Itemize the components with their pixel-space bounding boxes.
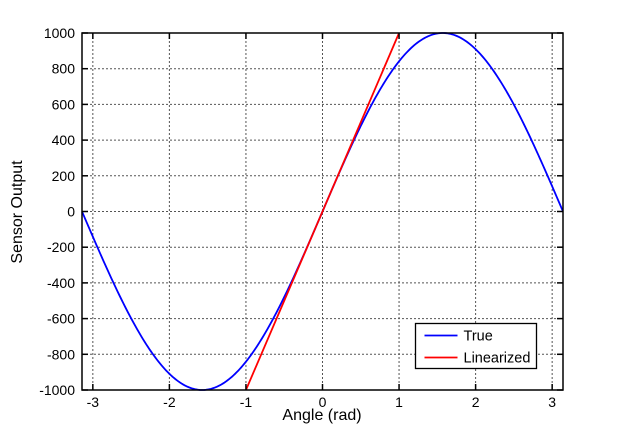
y-tick-label: 0 (67, 204, 75, 220)
x-tick-label: -1 (240, 394, 253, 410)
data-series (81, 32, 564, 391)
legend-label-linearized: Linearized (464, 351, 531, 367)
legend: True Linearized (414, 322, 538, 370)
x-tick-labels: -3 -2 -1 0 1 2 3 (87, 394, 557, 410)
legend-box (414, 322, 538, 370)
x-tick-label: 0 (319, 394, 327, 410)
y-tick-label: 800 (52, 61, 76, 77)
x-tick-label: 1 (395, 394, 403, 410)
series-linearized-line (245, 32, 400, 391)
y-tick-label: -600 (47, 311, 75, 327)
y-tick-label: 200 (52, 168, 76, 184)
y-tick-labels: -1000 -800 -600 -400 -200 0 200 400 600 800 1000 (39, 25, 75, 398)
legend-label-true: True (464, 329, 493, 345)
y-axis-label: Sensor Output (9, 160, 26, 264)
y-tick-label: 600 (52, 96, 76, 112)
x-axis-label: Angle (rad) (282, 407, 361, 424)
y-tick-label: -1000 (39, 382, 75, 398)
x-tick-label: -3 (87, 394, 100, 410)
y-tick-label: 1000 (44, 25, 75, 41)
grid-lines (82, 33, 563, 390)
y-tick-label: 400 (52, 132, 76, 148)
axis-tick-marks (82, 32, 563, 391)
y-tick-label: -400 (47, 275, 75, 291)
x-tick-label: -2 (163, 394, 176, 410)
y-tick-label: -800 (47, 346, 75, 362)
x-tick-label: 2 (472, 394, 480, 410)
x-tick-label: 3 (548, 394, 556, 410)
y-tick-label: -200 (47, 239, 75, 255)
